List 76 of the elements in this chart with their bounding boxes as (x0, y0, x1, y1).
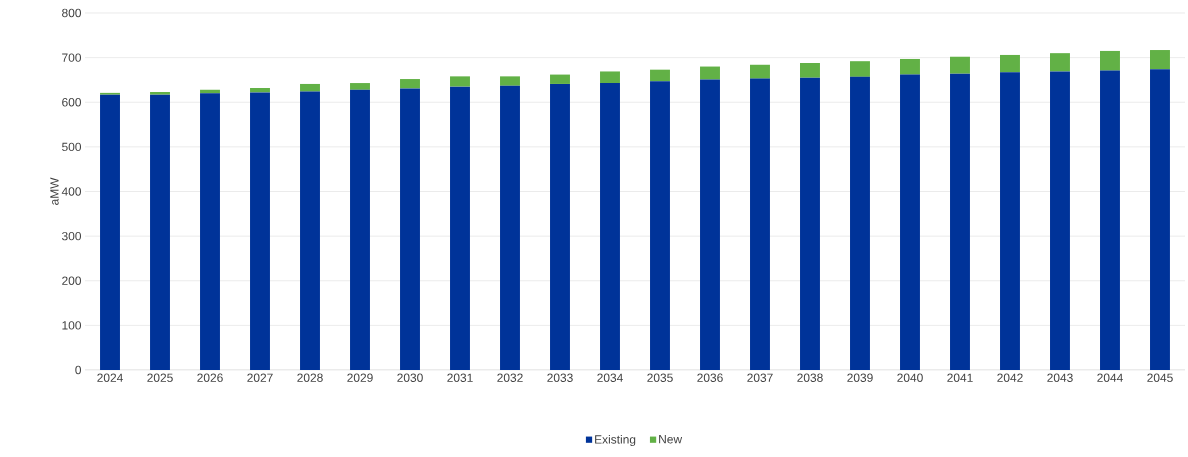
bar (350, 89, 370, 370)
legend-label: New (659, 435, 683, 444)
y-tick-label: 0 (75, 365, 82, 375)
bar (750, 64, 770, 79)
bar (900, 58, 920, 75)
x-tick-label: 2032 (497, 373, 523, 382)
bar (550, 83, 570, 370)
x-tick-label: 2029 (347, 373, 373, 382)
y-tick-label: 500 (62, 142, 82, 152)
bar (850, 76, 870, 370)
bar (250, 87, 270, 93)
x-tick-label: 2042 (997, 373, 1023, 382)
x-tick-label: 2037 (747, 373, 773, 382)
x-tick-label: 2036 (697, 373, 723, 382)
x-tick-label: 2033 (547, 373, 573, 382)
bar (500, 76, 520, 86)
bar (750, 78, 770, 370)
y-axis-title: aMW (50, 177, 59, 205)
x-tick-label: 2039 (847, 373, 873, 382)
bar (1150, 69, 1170, 370)
bar (700, 66, 720, 80)
bar (800, 77, 820, 370)
x-tick-label: 2028 (297, 373, 323, 382)
bar (1050, 53, 1070, 72)
x-tick-label: 2045 (1147, 373, 1173, 382)
bar (800, 62, 820, 78)
bar (350, 83, 370, 90)
y-tick-label: 300 (61, 231, 82, 241)
bar (950, 73, 970, 370)
x-tick-label: 2041 (947, 373, 973, 382)
bar (300, 91, 320, 370)
x-tick-label: 2044 (1097, 373, 1123, 382)
bar (200, 93, 220, 370)
bar (650, 81, 670, 370)
bar (550, 74, 570, 84)
bar (250, 92, 270, 370)
x-tick-label: 2027 (247, 373, 273, 382)
bar (500, 85, 520, 370)
x-tick-label: 2043 (1047, 373, 1073, 382)
bar (1000, 72, 1020, 370)
x-tick-label: 2026 (197, 373, 223, 382)
bar (600, 71, 620, 84)
x-tick-label: 2034 (597, 373, 623, 382)
x-tick-label: 2031 (447, 373, 473, 382)
bar (450, 76, 470, 87)
y-tick-label: 200 (62, 276, 82, 285)
bar (950, 56, 970, 74)
bar (1150, 50, 1170, 70)
bar (100, 94, 120, 370)
bar (400, 79, 420, 89)
y-tick-label: 100 (62, 321, 82, 330)
bar (600, 83, 620, 370)
x-tick-label: 2035 (647, 373, 673, 382)
y-tick-label: 400 (61, 187, 82, 196)
bar (150, 94, 170, 370)
bar (1050, 71, 1070, 370)
x-tick-label: 2038 (797, 373, 823, 382)
bar (650, 69, 670, 82)
legend-label: Existing (595, 434, 636, 447)
bar (300, 83, 320, 92)
bar (700, 79, 720, 370)
bar (150, 91, 170, 95)
x-tick-label: 2025 (147, 373, 173, 382)
bar (850, 61, 870, 77)
bar (450, 86, 470, 370)
bar (1100, 50, 1120, 71)
bar (1000, 54, 1020, 73)
bar (1100, 70, 1120, 370)
bar (900, 74, 920, 370)
y-tick-label: 800 (62, 8, 82, 18)
y-tick-label: 700 (62, 53, 82, 62)
bar (400, 88, 420, 370)
y-tick-label: 600 (62, 98, 82, 107)
x-tick-label: 2030 (397, 373, 423, 382)
x-tick-label: 2040 (897, 373, 923, 382)
x-tick-label: 2024 (97, 373, 123, 382)
